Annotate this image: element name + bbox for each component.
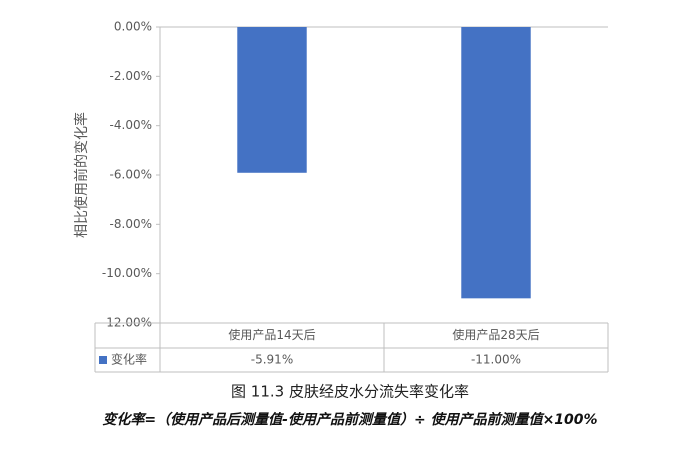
y-tick-label: -10.00%	[102, 266, 152, 280]
bar	[237, 27, 307, 173]
legend-label: 变化率	[111, 352, 147, 367]
x-tick-label: 使用产品14天后	[228, 327, 315, 342]
y-tick-label: -4.00%	[110, 118, 152, 132]
y-tick-label: 0.00%	[114, 20, 152, 34]
y-tick-label: -8.00%	[110, 217, 152, 231]
y-tick-label: -2.00%	[110, 69, 152, 83]
y-axis-title: 相比使用前的变化率	[73, 112, 90, 238]
legend-swatch	[99, 356, 107, 364]
data-label: -5.91%	[251, 353, 293, 367]
y-tick-label: -6.00%	[110, 168, 152, 182]
note: 变化率=（使用产品后测量值-使用产品前测量值）÷ 使用产品前测量值×100%	[102, 411, 597, 428]
data-label: -11.00%	[471, 353, 521, 367]
caption: 图 11.3 皮肤经皮水分流失率变化率	[231, 383, 469, 401]
bar	[461, 27, 531, 299]
x-tick-label: 使用产品28天后	[452, 327, 539, 342]
